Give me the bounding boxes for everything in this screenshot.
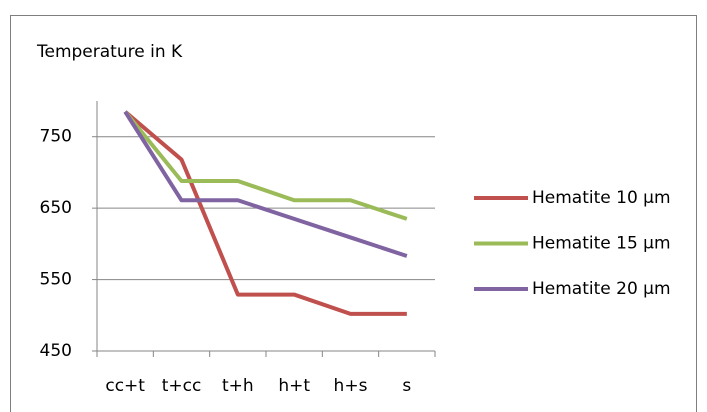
- x-tick-label: t+cc: [162, 376, 202, 396]
- x-tick-label: h+s: [334, 376, 368, 396]
- chart-frame: [10, 15, 697, 412]
- y-tick-label: 550: [40, 270, 72, 290]
- y-tick-label: 450: [40, 341, 72, 361]
- series-line: [123, 110, 408, 221]
- y-tick-label: 650: [40, 198, 72, 218]
- x-tick-label: t+h: [222, 376, 254, 396]
- x-tick-label: s: [402, 376, 411, 396]
- chart-title: Temperature in K: [36, 42, 183, 62]
- x-tick-label: cc+t: [105, 376, 145, 396]
- x-tick-label: h+t: [278, 376, 310, 396]
- series-line: [123, 110, 407, 316]
- legend-label: Hematite 10 µm: [532, 188, 671, 208]
- y-tick-label: 750: [40, 127, 72, 147]
- legend-label: Hematite 15 µm: [532, 234, 671, 254]
- series-line: [123, 110, 408, 258]
- legend-label: Hematite 20 µm: [532, 279, 671, 299]
